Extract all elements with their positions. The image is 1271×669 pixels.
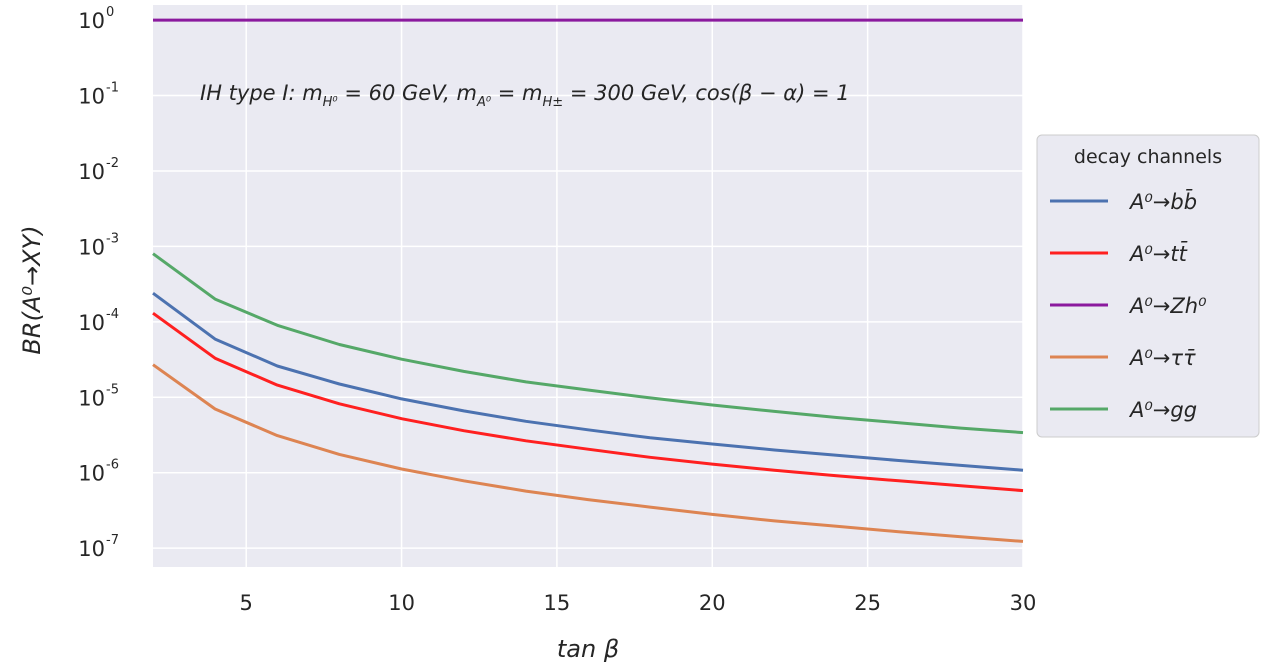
legend-item: A⁰→ττ̄ <box>1050 346 1196 370</box>
svg-text:-5: -5 <box>106 382 119 397</box>
x-axis-label: tan β <box>557 635 619 663</box>
y-tick-label: 10 -4 <box>78 307 119 335</box>
legend-title: decay channels <box>1074 146 1222 168</box>
series-line <box>152 291 1024 472</box>
x-tick-label: 5 <box>240 591 253 615</box>
legend-item: A⁰→tt̄ <box>1050 241 1188 266</box>
svg-text:-6: -6 <box>106 458 119 473</box>
y-tick-label: 10 -2 <box>78 156 119 184</box>
y-tick-label: 10 -7 <box>78 533 119 561</box>
legend-label: A⁰→tt̄ <box>1128 241 1188 266</box>
legend-label: A⁰→bb̄ <box>1128 189 1197 214</box>
y-tick-label: 10 0 <box>78 5 114 33</box>
svg-text:-7: -7 <box>106 533 119 548</box>
legend-item: A⁰→gg <box>1050 398 1197 422</box>
svg-text:-2: -2 <box>106 156 119 171</box>
svg-text:10: 10 <box>78 386 105 410</box>
svg-text:10: 10 <box>78 85 105 109</box>
svg-text:-1: -1 <box>106 81 119 96</box>
legend-label: A⁰→ττ̄ <box>1128 346 1196 370</box>
grid <box>153 5 1024 567</box>
svg-text:10: 10 <box>78 9 105 33</box>
y-tick-label: 10 -3 <box>78 231 119 259</box>
svg-text:10: 10 <box>78 462 105 486</box>
svg-text:10: 10 <box>78 160 105 184</box>
legend-label: A⁰→gg <box>1128 398 1197 422</box>
x-tick-label: 20 <box>699 591 726 615</box>
legend: decay channels A⁰→bb̄ A⁰→tt̄ A⁰→Zh⁰ A⁰→ττ̄ A… <box>1036 134 1260 438</box>
series-line <box>152 252 1024 435</box>
y-axis-label: BR(A⁰→XY) <box>18 225 46 354</box>
series-lines <box>152 18 1024 543</box>
svg-text:0: 0 <box>106 5 114 20</box>
x-tick-label: 15 <box>544 591 571 615</box>
svg-text:10: 10 <box>78 311 105 335</box>
series-line <box>152 311 1024 493</box>
x-tick-label: 30 <box>1010 591 1037 615</box>
legend-item: A⁰→bb̄ <box>1050 189 1197 214</box>
svg-text:10: 10 <box>78 537 105 561</box>
legend-label: A⁰→Zh⁰ <box>1128 294 1207 318</box>
y-tick-label: 10 -5 <box>78 382 119 410</box>
x-tick-label: 25 <box>854 591 881 615</box>
legend-box <box>1036 134 1260 438</box>
series-line <box>152 363 1024 543</box>
svg-text:-4: -4 <box>106 307 119 322</box>
x-tick-label: 10 <box>388 591 415 615</box>
svg-text:-3: -3 <box>106 231 119 246</box>
y-tick-label: 10 -1 <box>78 81 119 109</box>
svg-text:10: 10 <box>78 235 105 259</box>
legend-item: A⁰→Zh⁰ <box>1050 294 1207 318</box>
y-tick-label: 10 -6 <box>78 458 119 486</box>
x-tick-labels: 5 10 15 20 25 30 <box>240 591 1037 615</box>
